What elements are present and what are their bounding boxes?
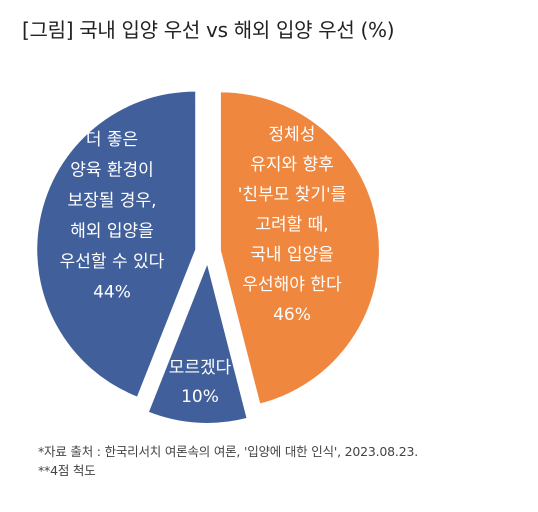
source-notes: *자료 출처 : 한국리서치 여론속의 여론, '입양에 대한 인식', 202… <box>38 442 418 480</box>
slice-label-line: 우선해야 한다 <box>242 275 342 295</box>
slice-label-line: 국내 입양을 <box>250 245 334 265</box>
source-note: *자료 출처 : 한국리서치 여론속의 여론, '입양에 대한 인식', 202… <box>38 444 418 459</box>
slice-label-line: 더 좋은 <box>86 130 138 150</box>
slice-label-line: '친부모 찾기'를 <box>238 185 347 205</box>
slice-label-line: 보장될 경우, <box>67 191 156 211</box>
pie-slice-domestic <box>220 92 379 404</box>
slice-label-line: 46% <box>273 305 311 325</box>
slice-label-line: 10% <box>181 387 219 407</box>
slice-label-line: 정체성 <box>269 125 316 145</box>
slice-label-line: 양육 환경이 <box>70 161 154 181</box>
chart-title: [그림] 국내 입양 우선 vs 해외 입양 우선 (%) <box>22 18 395 42</box>
slice-label-line: 모르겠다 <box>169 358 232 378</box>
slice-label-line: 고려할 때, <box>255 215 328 235</box>
slice-label-line: 유지와 향후 <box>250 155 334 175</box>
pie-slice-unsure-label: 모르겠다 10% <box>169 358 232 407</box>
pie-slice-unsure <box>149 264 247 423</box>
slice-label-line: 우선할 수 있다 <box>60 252 165 272</box>
scale-note: **4점 척도 <box>38 463 96 478</box>
slice-label-line: 해외 입양을 <box>70 222 154 242</box>
pie-slice-overseas <box>37 91 196 397</box>
slice-label-line: 44% <box>93 283 131 303</box>
